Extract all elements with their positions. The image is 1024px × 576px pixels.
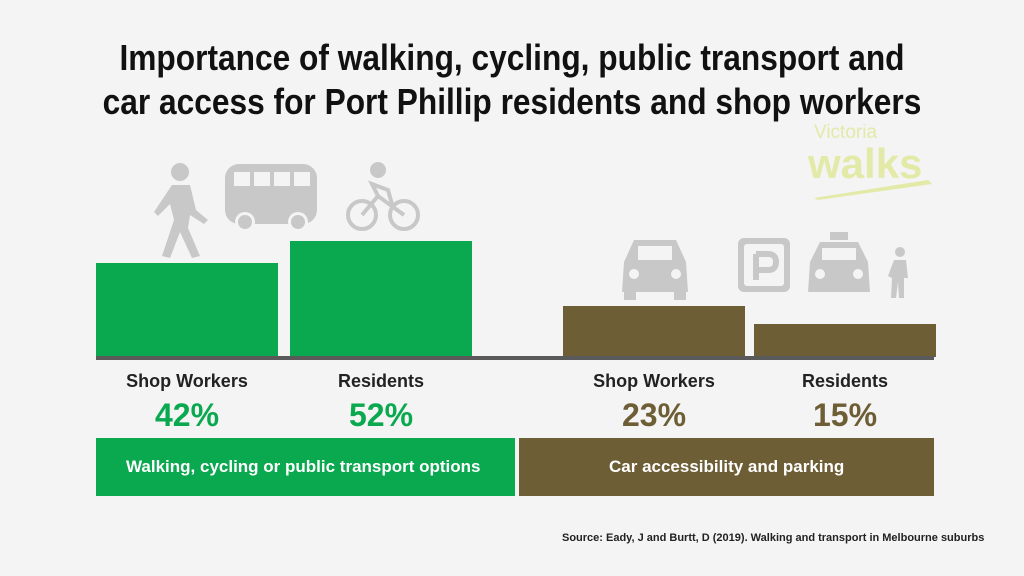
legend-car-access: Car accessibility and parking [519, 438, 934, 496]
victoria-walks-logo: Victoria walks [808, 122, 938, 200]
value-label: 42% [154, 397, 220, 433]
value-label: 52% [348, 397, 414, 433]
bar [96, 263, 278, 357]
category-label: Residents [801, 371, 889, 391]
value-label: 15% [812, 397, 878, 433]
category-label: Shop Workers [593, 371, 715, 391]
category-label: Shop Workers [126, 371, 248, 391]
car-parking-taxi-icons [622, 232, 908, 300]
bar [563, 305, 745, 357]
value-label: 23% [621, 397, 687, 433]
car-icon [622, 240, 688, 300]
bar [290, 240, 472, 357]
walk-bus-bike-icons [154, 162, 420, 258]
logo-swoosh-icon [814, 180, 932, 200]
pedestrian-icon [154, 163, 208, 258]
category-label: Residents [337, 371, 425, 391]
bicycle-icon [346, 162, 420, 231]
chart-title: Importance of walking, cycling, public t… [102, 37, 922, 122]
bar [754, 323, 936, 357]
bus-icon [225, 164, 317, 232]
source-note: Source: Eady, J and Burtt, D (2019). Wal… [562, 532, 985, 544]
baseline [96, 356, 934, 360]
taxi-icon [808, 232, 870, 292]
parking-icon [738, 238, 790, 292]
person-icon [888, 247, 908, 298]
legend-sustainable-transport: Walking, cycling or public transport opt… [96, 438, 515, 496]
